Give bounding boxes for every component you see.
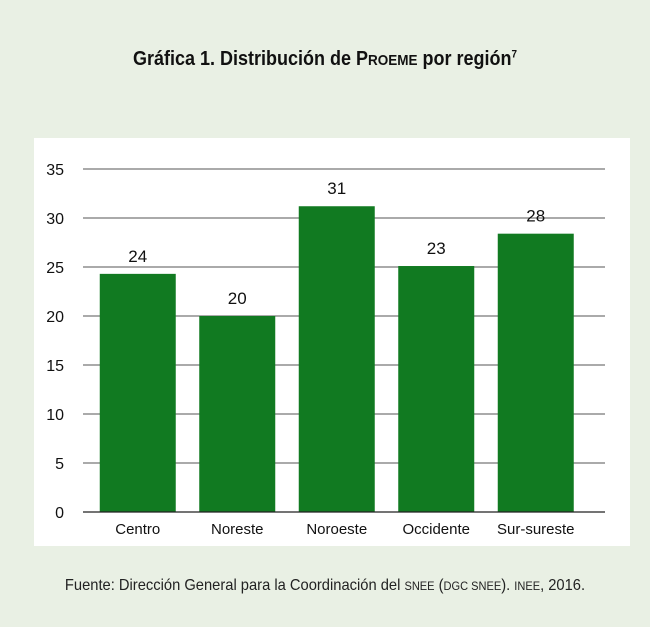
bar-centro (99, 273, 176, 512)
source-part3: ). (501, 577, 515, 594)
y-tick-label: 30 (46, 211, 64, 228)
y-tick-label: 10 (46, 407, 64, 424)
bar-sur-sureste (497, 233, 574, 512)
title-smallcaps-rest: ROEME (368, 52, 418, 69)
source-part2: ( (434, 577, 444, 594)
x-tick-label: Sur-sureste (497, 521, 575, 538)
x-tick-label: Noreste (211, 521, 264, 538)
bar-chart: 0 5 10 15 20 25 30 35 24 Centro 20 Noreste 31 Noroest… (46, 162, 605, 538)
y-tick-label: 25 (46, 260, 64, 277)
data-label: 28 (526, 207, 545, 226)
bar-occidente (398, 266, 475, 512)
source-sc3: INEE (514, 579, 541, 593)
x-tick-label: Occidente (402, 521, 470, 538)
source-sc2: DGC SNEE (443, 579, 502, 593)
data-label: 23 (427, 239, 446, 258)
title-prefix: Gráfica 1. Distribución de (132, 48, 357, 70)
source-part4: , 2016. (540, 577, 586, 594)
y-tick-label: 15 (46, 358, 64, 375)
x-tick-label: Noroeste (306, 521, 367, 538)
source-sc1: SNEE (404, 579, 435, 593)
y-tick-label: 20 (46, 309, 64, 326)
title-suffix: por región (417, 48, 512, 70)
chart-panel: 0 5 10 15 20 25 30 35 24 Centro 20 Noreste 31 Noroest… (34, 138, 630, 546)
source-part1: Fuente: Dirección General para la Coordi… (64, 577, 405, 594)
title-smallcaps-first: P (356, 48, 369, 70)
y-tick-label: 35 (46, 162, 64, 179)
bar-noroeste (298, 206, 375, 512)
title-footnote: 7 (511, 48, 518, 61)
data-label: 31 (327, 179, 346, 198)
y-tick-label: 5 (55, 456, 64, 473)
chart-title: Gráfica 1. Distribución de PROEME por re… (33, 48, 618, 71)
data-label: 20 (228, 289, 247, 308)
bar-noreste (199, 316, 276, 512)
source-note: Fuente: Dirección General para la Coordi… (26, 577, 624, 595)
x-tick-label: Centro (115, 521, 160, 538)
data-label: 24 (128, 247, 147, 266)
y-tick-label: 0 (55, 505, 64, 522)
